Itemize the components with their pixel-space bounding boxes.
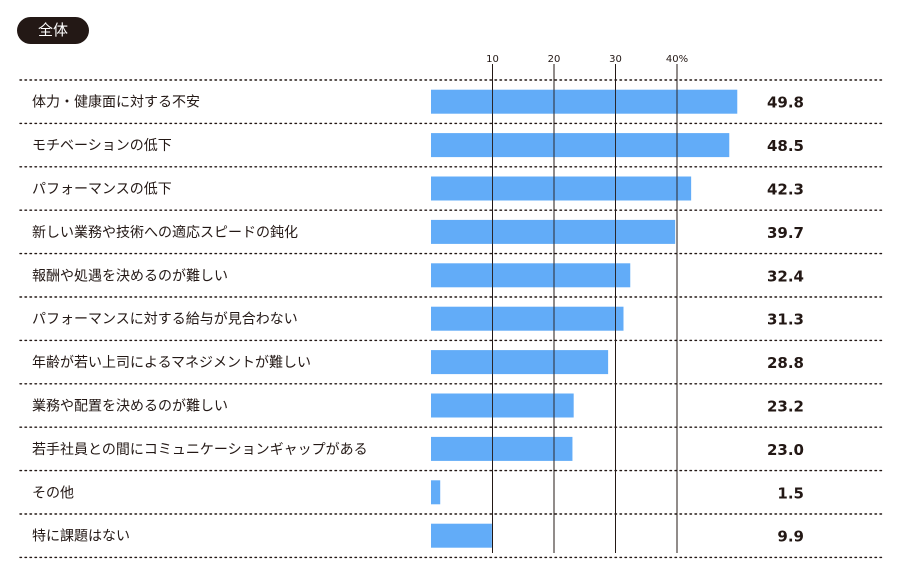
bar-8 <box>431 436 573 461</box>
bar-9 <box>431 480 441 505</box>
value-label-2: 42.3 <box>767 181 804 199</box>
category-label-2: パフォーマンスの低下 <box>32 182 172 198</box>
category-label-4: 報酬や処遇を決めるのが難しい <box>32 268 228 284</box>
value-label-3: 39.7 <box>767 224 804 242</box>
category-label-7: 業務や配置を決めるのが難しい <box>32 399 228 415</box>
value-label-9: 1.5 <box>777 484 804 502</box>
value-label-5: 31.3 <box>767 311 804 329</box>
value-label-6: 28.8 <box>767 354 804 372</box>
category-label-9: その他 <box>32 485 74 501</box>
segment-badge: 全体 <box>17 17 89 44</box>
bar-4 <box>431 263 631 288</box>
bar-0 <box>431 89 738 114</box>
tick-label-10: 10 <box>486 54 499 65</box>
bar-5 <box>431 306 624 331</box>
bar-7 <box>431 393 574 418</box>
category-label-0: 体力・健康面に対する不安 <box>32 94 200 111</box>
category-label-3: 新しい業務や技術への適応スピードの鈍化 <box>32 224 298 241</box>
tick-label-40: 40% <box>666 54 688 65</box>
tick-label-30: 30 <box>609 54 622 65</box>
bar-2 <box>431 176 692 201</box>
bar-10 <box>431 523 492 548</box>
category-label-10: 特に課題はない <box>32 529 130 545</box>
value-label-4: 32.4 <box>767 267 804 285</box>
tick-label-20: 20 <box>548 54 561 65</box>
bar-1 <box>431 133 730 158</box>
bar-3 <box>431 219 676 244</box>
category-label-1: モチベーションの低下 <box>32 138 172 154</box>
category-label-8: 若手社員との間にコミュニケーションギャップがある <box>32 442 368 458</box>
value-label-1: 48.5 <box>767 137 804 155</box>
bar-6 <box>431 350 609 375</box>
value-label-0: 49.8 <box>767 94 804 112</box>
value-label-7: 23.2 <box>767 398 804 416</box>
value-label-8: 23.0 <box>767 441 804 459</box>
category-label-5: パフォーマンスに対する給与が見合わない <box>32 312 298 328</box>
category-label-6: 年齢が若い上司によるマネジメントが難しい <box>32 355 311 371</box>
value-label-10: 9.9 <box>777 528 804 546</box>
